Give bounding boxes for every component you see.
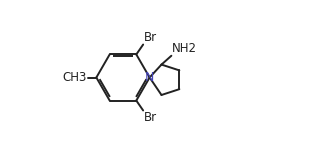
Text: CH3: CH3: [63, 71, 87, 84]
Text: N: N: [145, 71, 155, 84]
Text: Br: Br: [143, 31, 157, 44]
Text: Br: Br: [143, 111, 157, 124]
Text: NH2: NH2: [172, 42, 197, 55]
